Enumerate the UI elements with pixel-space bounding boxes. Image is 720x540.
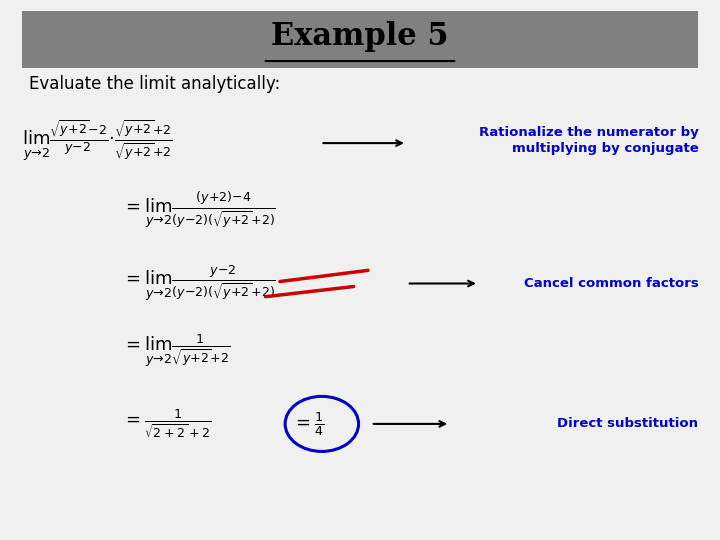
Text: $= \lim_{y \to 2} \frac{1}{\sqrt{y+2}+2}$: $= \lim_{y \to 2} \frac{1}{\sqrt{y+2}+2}… xyxy=(122,333,230,369)
Text: Evaluate the limit analytically:: Evaluate the limit analytically: xyxy=(29,75,280,93)
Text: Cancel common factors: Cancel common factors xyxy=(523,277,698,290)
Text: Rationalize the numerator by: Rationalize the numerator by xyxy=(479,126,698,139)
Text: Direct substitution: Direct substitution xyxy=(557,417,698,430)
Text: Example 5: Example 5 xyxy=(271,21,449,52)
Text: $= \frac{1}{\sqrt{2+2}+2}$: $= \frac{1}{\sqrt{2+2}+2}$ xyxy=(122,408,212,440)
FancyBboxPatch shape xyxy=(22,11,698,68)
Text: $= \frac{1}{4}$: $= \frac{1}{4}$ xyxy=(292,410,324,438)
Text: $\lim_{y \to 2} \frac{\sqrt{y+2}-2}{y-2} \cdot \frac{\sqrt{y+2}+2}{\sqrt{y+2}+2}: $\lim_{y \to 2} \frac{\sqrt{y+2}-2}{y-2}… xyxy=(22,118,172,163)
Text: $= \lim_{y \to 2} \frac{(y+2)-4}{(y-2)(\sqrt{y+2}+2)}$: $= \lim_{y \to 2} \frac{(y+2)-4}{(y-2)(\… xyxy=(122,191,276,231)
Text: multiplying by conjugate: multiplying by conjugate xyxy=(512,142,698,155)
Text: $= \lim_{y \to 2} \frac{y-2}{(y-2)(\sqrt{y+2}+2)}$: $= \lim_{y \to 2} \frac{y-2}{(y-2)(\sqrt… xyxy=(122,264,276,303)
